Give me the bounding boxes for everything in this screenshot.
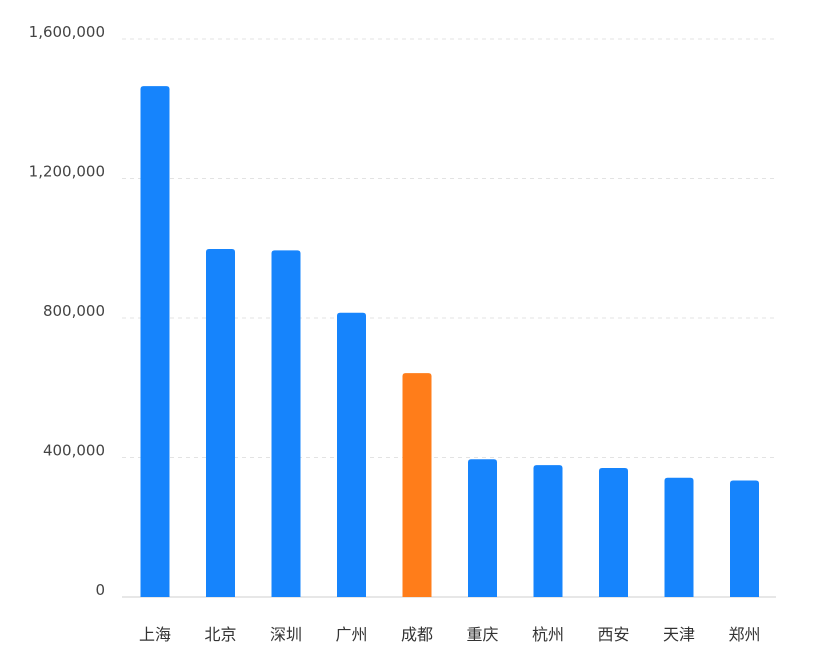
x-tick-label: 深圳: [270, 625, 302, 644]
y-tick-label: 400,000: [43, 442, 105, 460]
bars: [140, 86, 759, 598]
y-tick-label: 0: [95, 581, 105, 599]
x-tick-label: 北京: [204, 625, 236, 644]
bar-北京[interactable]: [206, 248, 235, 597]
x-tick-label: 天津: [663, 625, 695, 644]
x-tick-label: 郑州: [728, 625, 760, 644]
bar-重庆[interactable]: [468, 459, 497, 597]
bar-杭州[interactable]: [533, 465, 563, 597]
bar-广州[interactable]: [337, 312, 366, 597]
y-tick-label: 800,000: [43, 302, 105, 320]
x-tick-label: 西安: [597, 625, 629, 644]
y-tick-label: 1,600,000: [29, 23, 105, 41]
y-axis: 0 400,000 800,000 1,200,000 1,600,000: [29, 23, 105, 599]
x-axis: 上海 北京 深圳 广州 成都 重庆 杭州 西安 天津 郑州: [139, 625, 761, 644]
y-tick-label: 1,200,000: [29, 163, 105, 181]
bar-郑州[interactable]: [730, 480, 759, 597]
bar-上海[interactable]: [140, 86, 170, 598]
x-tick-label: 重庆: [466, 625, 498, 644]
bar-深圳[interactable]: [271, 250, 301, 597]
bar-天津[interactable]: [664, 477, 694, 597]
x-tick-label: 杭州: [532, 625, 564, 644]
x-tick-label: 成都: [401, 625, 433, 644]
x-tick-label: 广州: [335, 625, 367, 644]
x-tick-label: 上海: [139, 625, 171, 644]
bar-西安[interactable]: [599, 467, 628, 597]
bar-成都[interactable]: [402, 373, 432, 597]
